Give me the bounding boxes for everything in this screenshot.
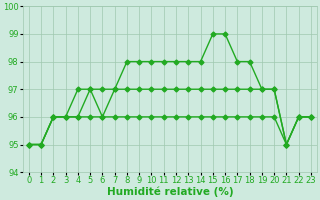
X-axis label: Humidité relative (%): Humidité relative (%) [107, 187, 233, 197]
